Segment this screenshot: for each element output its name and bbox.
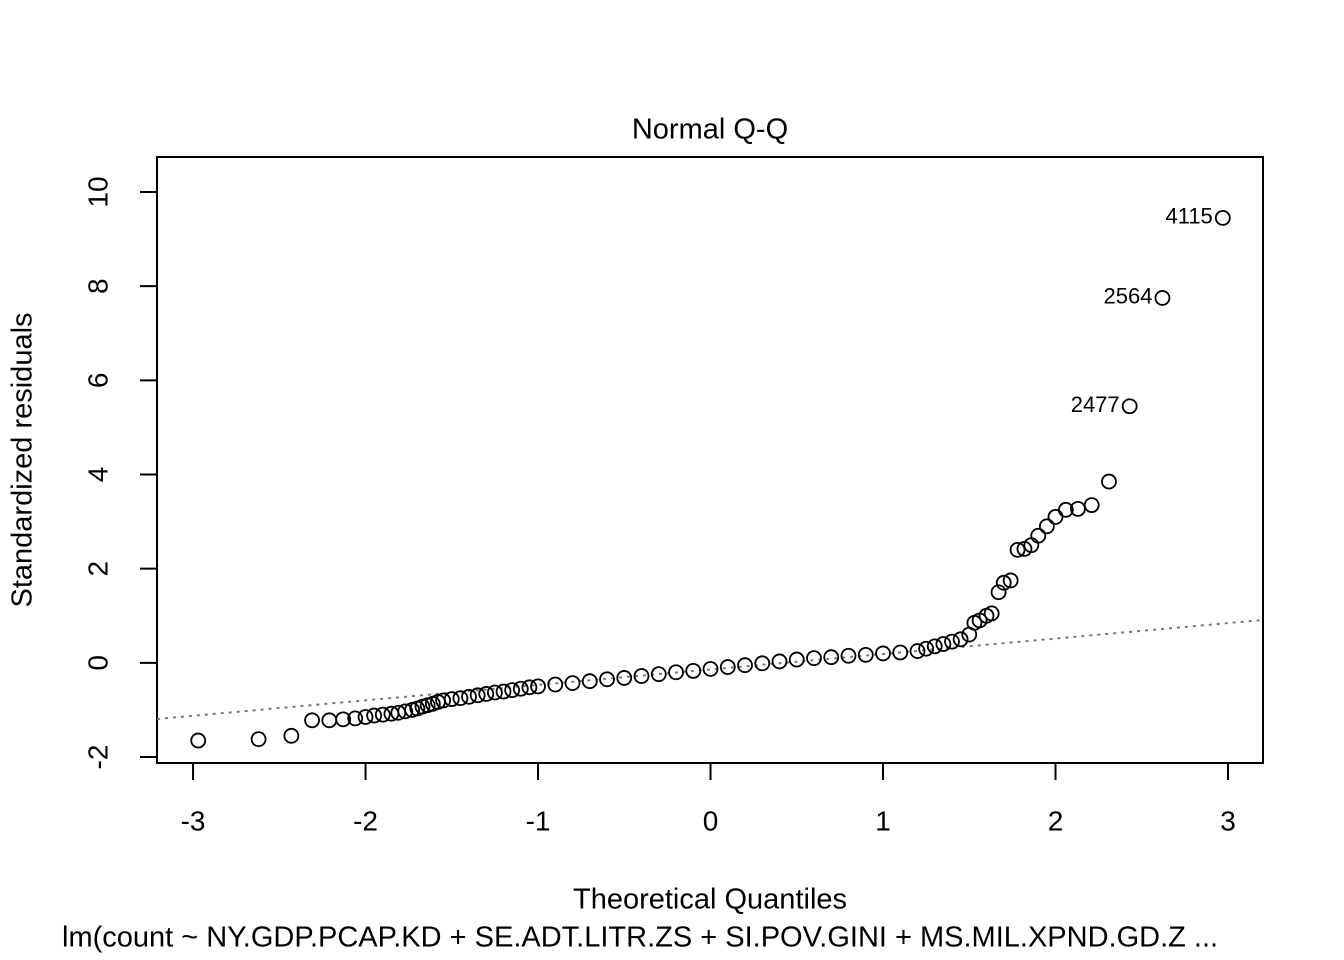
point bbox=[909, 643, 926, 659]
point bbox=[892, 644, 909, 661]
point bbox=[581, 673, 598, 690]
point bbox=[397, 703, 414, 720]
point bbox=[668, 664, 684, 681]
point bbox=[521, 679, 538, 696]
x-axis-label: Theoretical Quantiles bbox=[573, 884, 847, 916]
point bbox=[875, 645, 891, 662]
point bbox=[478, 686, 495, 702]
point bbox=[335, 711, 352, 728]
subtitle: lm(count ~ NY.GDP.PCAP.KD + SE.ADT.LITR.… bbox=[62, 922, 1218, 954]
point bbox=[857, 646, 874, 663]
point bbox=[823, 649, 840, 666]
point bbox=[806, 650, 822, 667]
point bbox=[995, 574, 1012, 591]
point bbox=[990, 584, 1007, 601]
point bbox=[357, 709, 374, 725]
point bbox=[1083, 497, 1100, 514]
point bbox=[918, 640, 935, 657]
y-tick-label: 0 bbox=[82, 655, 113, 671]
point bbox=[435, 692, 452, 709]
point bbox=[487, 684, 503, 701]
point bbox=[719, 659, 736, 675]
point-label: 2564 bbox=[1103, 284, 1152, 309]
point bbox=[443, 691, 460, 708]
point bbox=[512, 680, 529, 697]
point bbox=[599, 671, 615, 688]
point bbox=[926, 638, 943, 655]
point bbox=[1047, 508, 1064, 525]
point bbox=[944, 633, 960, 650]
point bbox=[935, 636, 952, 652]
x-tick-label: 0 bbox=[703, 805, 719, 836]
point bbox=[1101, 473, 1117, 490]
point bbox=[366, 707, 383, 724]
x-tick-label: 2 bbox=[1048, 805, 1064, 836]
point bbox=[983, 605, 1000, 622]
point bbox=[737, 657, 753, 674]
point bbox=[190, 732, 207, 749]
point bbox=[952, 631, 969, 648]
point bbox=[1121, 398, 1138, 415]
point bbox=[304, 712, 320, 729]
y-tick-label: 6 bbox=[82, 373, 113, 389]
point bbox=[702, 661, 719, 677]
point bbox=[1038, 518, 1055, 535]
plot-frame bbox=[156, 156, 1264, 764]
y-tick-label: -2 bbox=[82, 745, 113, 770]
x-tick-label: -3 bbox=[181, 805, 206, 836]
point bbox=[504, 682, 521, 699]
point bbox=[616, 670, 633, 686]
point bbox=[633, 668, 650, 684]
qq-line bbox=[156, 618, 1264, 720]
point bbox=[461, 688, 477, 705]
point bbox=[250, 731, 267, 748]
x-tick-label: -1 bbox=[526, 805, 551, 836]
y-axis-label: Standardized residuals bbox=[7, 312, 39, 607]
y-tick-label: 8 bbox=[82, 278, 113, 294]
point bbox=[1057, 501, 1074, 518]
point bbox=[374, 706, 391, 723]
x-tick-label: -2 bbox=[353, 805, 378, 836]
point bbox=[469, 687, 486, 704]
point bbox=[650, 666, 667, 683]
point bbox=[840, 647, 857, 664]
point bbox=[1214, 209, 1231, 226]
point bbox=[1009, 541, 1026, 558]
point bbox=[1030, 527, 1047, 544]
point-label: 4115 bbox=[1165, 204, 1212, 229]
point bbox=[452, 690, 469, 707]
point-label: 2477 bbox=[1071, 392, 1120, 417]
point bbox=[283, 727, 300, 744]
point bbox=[547, 676, 564, 693]
point bbox=[321, 712, 338, 729]
point bbox=[1002, 572, 1019, 589]
y-tick-label: 2 bbox=[82, 561, 113, 577]
point bbox=[347, 710, 364, 727]
point bbox=[530, 678, 546, 695]
y-tick-label: 4 bbox=[82, 467, 113, 483]
point bbox=[788, 651, 805, 668]
point bbox=[1154, 290, 1171, 306]
chart-title: Normal Q-Q bbox=[632, 114, 788, 146]
point bbox=[771, 653, 788, 670]
y-tick-label: 10 bbox=[82, 176, 113, 207]
x-tick-label: 1 bbox=[875, 805, 891, 836]
point bbox=[564, 675, 581, 691]
point bbox=[754, 655, 771, 672]
point bbox=[685, 662, 702, 679]
point bbox=[495, 683, 512, 700]
x-tick-label: 3 bbox=[1220, 805, 1236, 836]
